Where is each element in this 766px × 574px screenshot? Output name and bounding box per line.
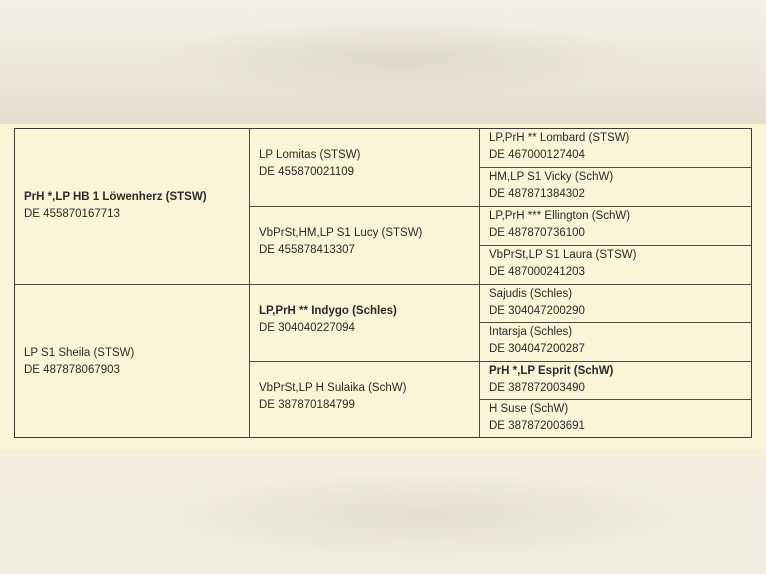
- great-grandparent-cell: VbPrSt,LP S1 Laura (STSW) DE 487000241203: [480, 246, 751, 285]
- grandparent-id: DE 455870021109: [259, 166, 355, 178]
- sire-cell: PrH *,LP HB 1 Löwenherz (STSW) DE 455870…: [15, 129, 250, 285]
- great-grandparent-entry: Sajudis (Schles) DE 304047200290: [489, 286, 585, 320]
- great-grandparent-name: VbPrSt,LP S1 Laura (STSW): [489, 249, 637, 261]
- document-paper: [0, 124, 766, 452]
- grandparent-entry: LP,PrH ** Indygo (Schles) DE 304040227094: [259, 303, 397, 337]
- grandparent-name: VbPrSt,LP H Sulaika (SchW): [259, 382, 407, 394]
- great-grandparent-id: DE 487871384302: [489, 188, 585, 200]
- dam-cell: LP S1 Sheila (STSW) DE 487878067903: [15, 285, 250, 437]
- grandparent-name: LP Lomitas (STSW): [259, 149, 361, 161]
- sire-name: PrH *,LP HB 1 Löwenherz (STSW): [24, 191, 207, 203]
- dam-name: LP S1 Sheila (STSW): [24, 347, 135, 359]
- great-grandparent-name: PrH *,LP Esprit (SchW): [489, 365, 614, 377]
- great-grandparent-name: Intarsja (Schles): [489, 326, 573, 338]
- great-grandparent-name: HM,LP S1 Vicky (SchW): [489, 171, 614, 183]
- grandparent-entry: VbPrSt,HM,LP S1 Lucy (STSW) DE 4558784133…: [259, 225, 422, 259]
- great-grandparent-id: DE 487870736100: [489, 227, 585, 239]
- great-grandparent-id: DE 304047200287: [489, 343, 585, 355]
- grandparent-cell: LP Lomitas (STSW) DE 455870021109: [250, 129, 480, 207]
- sire-entry: PrH *,LP HB 1 Löwenherz (STSW) DE 455870…: [24, 189, 207, 223]
- grandparent-entry: VbPrSt,LP H Sulaika (SchW) DE 38787018479…: [259, 380, 406, 414]
- grandparent-entry: LP Lomitas (STSW) DE 455870021109: [259, 147, 360, 181]
- great-grandparent-entry: HM,LP S1 Vicky (SchW) DE 487871384302: [489, 169, 613, 203]
- great-grandparent-name: H Suse (SchW): [489, 403, 569, 415]
- great-grandparent-name: Sajudis (Schles): [489, 288, 573, 300]
- great-grandparent-name: LP,PrH *** Ellington (SchW): [489, 210, 631, 222]
- sire-id: DE 455870167713: [24, 208, 120, 220]
- dam-id: DE 487878067903: [24, 364, 120, 376]
- grandparent-id: DE 455878413307: [259, 244, 355, 256]
- grandparent-id: DE 387870184799: [259, 399, 355, 411]
- blurred-background-bottom: [0, 450, 766, 574]
- great-grandparent-cell: LP,PrH ** Lombard (STSW) DE 467000127404: [480, 129, 751, 168]
- grandparent-name: LP,PrH ** Indygo (Schles): [259, 305, 397, 317]
- great-grandparent-entry: LP,PrH *** Ellington (SchW) DE 4878707361…: [489, 208, 630, 242]
- great-grandparent-id: DE 487000241203: [489, 266, 585, 278]
- great-grandparent-id: DE 304047200290: [489, 305, 585, 317]
- great-grandparent-entry: Intarsja (Schles) DE 304047200287: [489, 324, 585, 358]
- great-grandparent-name: LP,PrH ** Lombard (STSW): [489, 132, 630, 144]
- great-grandparent-cell: Intarsja (Schles) DE 304047200287: [480, 323, 751, 362]
- great-grandparent-entry: PrH *,LP Esprit (SchW) DE 387872003490: [489, 363, 613, 397]
- great-grandparent-cell: Sajudis (Schles) DE 304047200290: [480, 285, 751, 323]
- great-grandparent-id: DE 467000127404: [489, 149, 585, 161]
- great-grandparent-id: DE 387872003490: [489, 382, 585, 394]
- pedigree-table: PrH *,LP HB 1 Löwenherz (STSW) DE 455870…: [14, 128, 752, 438]
- great-grandparent-cell: LP,PrH *** Ellington (SchW) DE 4878707361…: [480, 207, 751, 246]
- grandparent-cell: LP,PrH ** Indygo (Schles) DE 304040227094: [250, 285, 480, 362]
- grandparent-cell: VbPrSt,LP H Sulaika (SchW) DE 38787018479…: [250, 362, 480, 437]
- great-grandparent-cell: PrH *,LP Esprit (SchW) DE 387872003490: [480, 362, 751, 400]
- great-grandparent-id: DE 387872003691: [489, 420, 585, 432]
- grandparent-name: VbPrSt,HM,LP S1 Lucy (STSW): [259, 227, 423, 239]
- dam-entry: LP S1 Sheila (STSW) DE 487878067903: [24, 345, 134, 379]
- blurred-background-top: [0, 0, 766, 124]
- grandparent-cell: VbPrSt,HM,LP S1 Lucy (STSW) DE 4558784133…: [250, 207, 480, 285]
- grandparent-id: DE 304040227094: [259, 322, 355, 334]
- great-grandparent-cell: HM,LP S1 Vicky (SchW) DE 487871384302: [480, 168, 751, 207]
- great-grandparent-entry: VbPrSt,LP S1 Laura (STSW) DE 487000241203: [489, 247, 636, 281]
- great-grandparent-entry: H Suse (SchW) DE 387872003691: [489, 401, 585, 435]
- great-grandparent-entry: LP,PrH ** Lombard (STSW) DE 467000127404: [489, 130, 629, 164]
- great-grandparent-cell: H Suse (SchW) DE 387872003691: [480, 400, 751, 437]
